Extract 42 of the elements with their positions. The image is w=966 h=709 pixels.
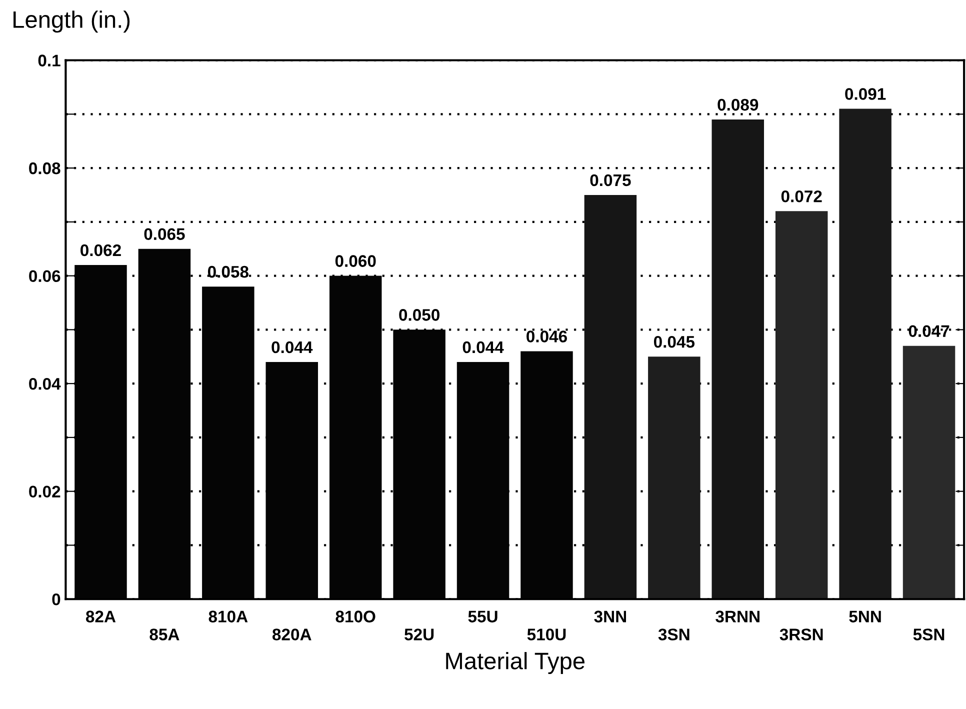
x-tick-label: 82A bbox=[86, 610, 116, 622]
x-tick-label: 3RNN bbox=[716, 610, 760, 622]
data-label: 0.060 bbox=[335, 255, 376, 267]
data-label: 0.065 bbox=[144, 228, 185, 240]
y-tick-label: 0 bbox=[52, 594, 60, 606]
x-tick-label: 5NN bbox=[849, 610, 881, 622]
bar bbox=[902, 346, 956, 600]
data-label: 0.044 bbox=[462, 341, 504, 354]
data-label: 0.075 bbox=[590, 174, 631, 186]
y-tick-label: 0.02 bbox=[29, 486, 60, 498]
x-tick-label: 85A bbox=[150, 628, 180, 640]
data-label: 0.047 bbox=[908, 325, 950, 337]
data-label: 0.050 bbox=[399, 309, 440, 321]
data-label: 0.091 bbox=[845, 88, 886, 100]
x-tick-label: 3SN bbox=[658, 628, 690, 640]
y-axis-title: Length (in.) bbox=[14, 10, 130, 33]
x-tick-label: 55U bbox=[468, 610, 498, 622]
bar bbox=[839, 108, 892, 600]
y-tick-label: 0.08 bbox=[29, 162, 60, 174]
y-tick-label: 0.1 bbox=[38, 54, 60, 66]
x-tick-label: 3RSN bbox=[780, 628, 823, 640]
data-label: 0.045 bbox=[654, 336, 695, 348]
bar bbox=[712, 120, 764, 600]
data-label: 0.072 bbox=[781, 190, 822, 202]
x-tick-label: 52U bbox=[404, 628, 434, 640]
bar bbox=[775, 211, 828, 600]
x-tick-label: 5SN bbox=[913, 628, 944, 640]
data-label: 0.058 bbox=[208, 266, 249, 278]
x-axis-title: Material Type bbox=[446, 652, 584, 674]
data-label: 0.044 bbox=[272, 341, 313, 354]
data-label: 0.062 bbox=[80, 244, 121, 256]
x-tick-label: 510U bbox=[527, 628, 566, 640]
x-tick-label: 810O bbox=[336, 610, 376, 622]
x-tick-label: 810A bbox=[208, 610, 248, 622]
x-tick-label: 3NN bbox=[594, 610, 626, 622]
data-label: 0.089 bbox=[718, 98, 758, 111]
bar bbox=[584, 194, 637, 600]
y-tick-label: 0.04 bbox=[29, 378, 61, 390]
x-tick-label: 820A bbox=[272, 628, 312, 640]
bar bbox=[648, 356, 700, 600]
y-tick-label: 0.06 bbox=[29, 270, 60, 282]
data-label: 0.046 bbox=[526, 330, 567, 342]
